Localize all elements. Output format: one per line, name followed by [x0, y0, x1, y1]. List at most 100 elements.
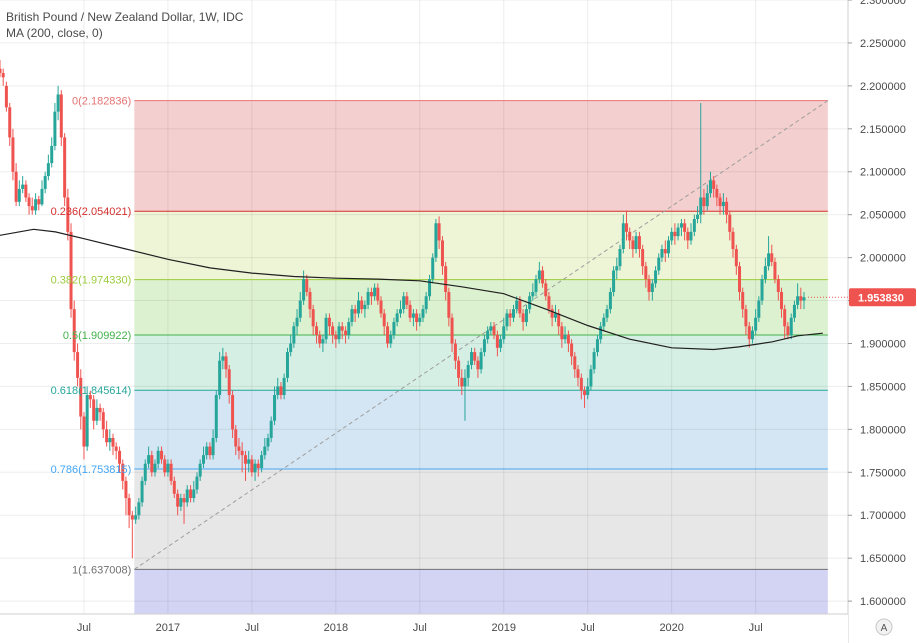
candle [46, 154, 50, 181]
candle-body [702, 197, 706, 207]
candle-body [195, 476, 199, 490]
candle-body [298, 300, 302, 318]
candle-body [689, 231, 693, 241]
candle-body [218, 360, 222, 396]
candle-body [182, 498, 186, 503]
candle-body [418, 317, 422, 323]
candle-body [121, 463, 125, 481]
candle-body [592, 352, 596, 370]
candle-body [105, 429, 109, 443]
candle-body [172, 480, 176, 494]
candle-body [586, 386, 590, 396]
auto-scale-button[interactable]: A [875, 618, 893, 636]
candle [305, 274, 309, 297]
candle [492, 322, 496, 340]
candle [59, 90, 63, 146]
candle-body [492, 326, 496, 335]
candle [386, 322, 390, 348]
fib-level-label: 0.618(1.845614) [51, 385, 132, 397]
candle-body [63, 137, 67, 198]
candle-body [802, 297, 806, 301]
candle [101, 407, 105, 438]
candle [579, 373, 583, 400]
candle-body [712, 180, 716, 189]
candle-body [24, 184, 28, 198]
candle-body [738, 266, 742, 292]
candle [796, 283, 800, 310]
price-tick-label: 1.650000 [860, 553, 906, 565]
candle-body [524, 309, 528, 323]
candle-body [428, 279, 432, 297]
candle [647, 274, 651, 301]
candle-body [625, 223, 629, 232]
candle-body [224, 356, 228, 370]
candle-body [357, 300, 361, 314]
time-tick-label: 2020 [659, 622, 683, 634]
candle-body [398, 309, 402, 314]
candle [302, 270, 306, 305]
candle [673, 223, 677, 245]
fib-level-lines [134, 100, 828, 570]
candle-body [208, 446, 212, 456]
time-axis-bg [0, 614, 848, 643]
candle [92, 395, 96, 430]
candle-body [227, 369, 231, 396]
candle-body [118, 450, 122, 464]
candle-body [211, 437, 215, 456]
candle-body [767, 253, 771, 267]
candle-body [273, 395, 277, 421]
fib-band [134, 469, 828, 570]
candle-body [708, 180, 712, 194]
candle [444, 261, 448, 301]
candle-body [505, 313, 509, 327]
candle [50, 137, 54, 168]
candle-body [595, 339, 599, 353]
candle [295, 309, 299, 335]
price-tick-label: 1.750000 [860, 467, 906, 479]
candle-body [482, 339, 486, 353]
candle [747, 322, 751, 348]
candle-body [14, 171, 18, 202]
candle [479, 347, 483, 374]
candle [466, 360, 470, 387]
candle [560, 322, 564, 348]
candle-body [111, 437, 115, 447]
candle [712, 176, 716, 198]
candle [392, 317, 396, 340]
candle [357, 291, 361, 318]
candle-body [4, 85, 8, 108]
candle-body [673, 231, 677, 237]
candle-body [395, 313, 399, 323]
candle [340, 322, 344, 340]
candle-body [408, 304, 412, 318]
price-axis[interactable]: 1.600000 1.650000 1.700000 1.750000 1.800000… [847, 0, 917, 643]
candle [725, 197, 729, 224]
candle-body [350, 309, 354, 323]
candle-body [550, 309, 554, 318]
candle-body [166, 463, 170, 473]
candle-body [631, 240, 635, 250]
candle-body [754, 317, 758, 331]
candle [366, 287, 370, 310]
candle [72, 300, 76, 361]
candle-body [66, 197, 70, 232]
candle [660, 244, 664, 262]
candle [376, 283, 380, 305]
last-price-badge-bg [849, 288, 916, 307]
candle-body [699, 197, 703, 215]
candle-body [692, 218, 696, 232]
candle-body [553, 313, 557, 318]
time-tick-label: 2019 [492, 622, 516, 634]
candle [786, 322, 790, 340]
candle-body [644, 266, 648, 280]
candle [308, 287, 312, 318]
candle [189, 485, 193, 503]
time-axis[interactable]: Jul 2017 Jul 2018 Jul 2019 Jul 2020 Jul [0, 613, 848, 643]
candle-body [340, 326, 344, 331]
candle [654, 266, 658, 288]
candle-body [750, 330, 754, 340]
candle [534, 274, 538, 297]
candle [447, 287, 451, 327]
time-tick-label: Jul [77, 622, 91, 634]
